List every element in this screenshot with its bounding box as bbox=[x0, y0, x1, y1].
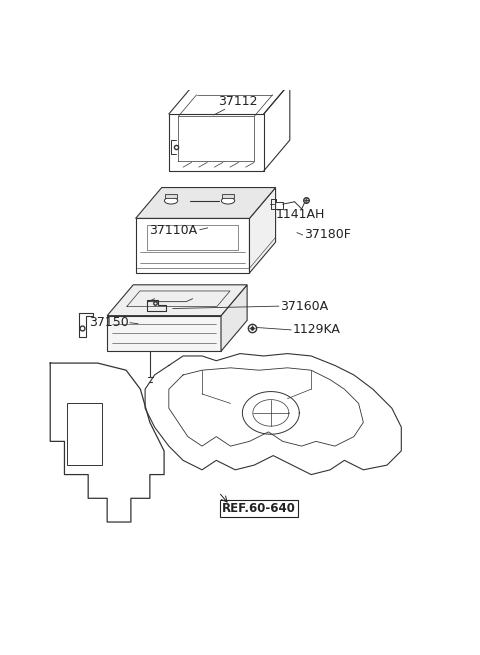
FancyBboxPatch shape bbox=[147, 225, 238, 250]
Ellipse shape bbox=[221, 197, 235, 204]
Text: 37110A: 37110A bbox=[149, 224, 197, 236]
Polygon shape bbox=[221, 285, 247, 351]
Polygon shape bbox=[107, 285, 247, 316]
Text: 37150: 37150 bbox=[89, 316, 129, 329]
Polygon shape bbox=[250, 187, 276, 273]
FancyBboxPatch shape bbox=[166, 194, 177, 198]
FancyBboxPatch shape bbox=[67, 403, 102, 465]
Text: 37160A: 37160A bbox=[280, 299, 328, 312]
Polygon shape bbox=[107, 316, 221, 351]
Text: 37112: 37112 bbox=[218, 96, 257, 108]
Text: 1141AH: 1141AH bbox=[276, 208, 325, 221]
FancyBboxPatch shape bbox=[222, 194, 234, 198]
Text: 1129KA: 1129KA bbox=[292, 324, 340, 337]
Text: 37180F: 37180F bbox=[304, 229, 351, 242]
Polygon shape bbox=[136, 187, 276, 218]
Ellipse shape bbox=[165, 197, 178, 204]
Text: REF.60-640: REF.60-640 bbox=[222, 502, 296, 515]
Polygon shape bbox=[136, 218, 250, 273]
